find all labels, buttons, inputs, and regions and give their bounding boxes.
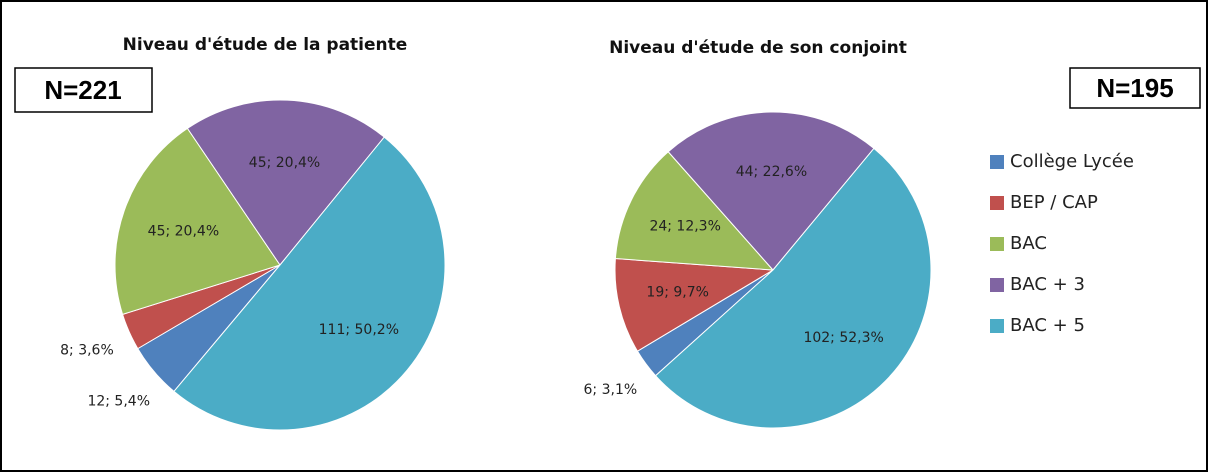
annotation: N=221 [44, 75, 121, 105]
data-label: 24; 12,3% [649, 219, 720, 235]
data-label: 12; 5,4% [87, 393, 150, 409]
data-label: 44; 22,6% [736, 164, 807, 180]
n-box [1069, 67, 1201, 109]
pie-slice [173, 136, 446, 431]
legend-swatch [990, 237, 1004, 251]
pie-slice [614, 151, 775, 271]
data-label: 111; 50,2% [319, 322, 399, 338]
legend-swatch [990, 155, 1004, 169]
annotation: N=195 [1096, 73, 1173, 103]
pie-slice [667, 111, 875, 271]
data-label: 8; 3,6% [60, 343, 114, 359]
legend-label: BAC + 5 [1010, 315, 1085, 336]
legend-swatch [990, 278, 1004, 292]
data-label: 102; 52,3% [803, 330, 883, 346]
pie-slice [654, 147, 932, 429]
data-label: 45; 20,4% [249, 155, 320, 171]
data-label: 6; 3,1% [584, 382, 638, 398]
legend-label: BEP / CAP [1010, 192, 1098, 213]
legend-label: BAC + 3 [1010, 274, 1085, 295]
data-label: 45; 20,4% [148, 223, 219, 239]
pie-slice [114, 127, 281, 316]
legend-swatch [990, 319, 1004, 333]
chart-title: Niveau d'étude de son conjoint [609, 38, 907, 58]
n-box [14, 67, 153, 113]
legend-label: BAC [1010, 233, 1047, 254]
chart-title: Niveau d'étude de la patiente [123, 35, 408, 55]
data-label: 19; 9,7% [646, 285, 709, 301]
pie-slice [614, 258, 775, 352]
legend-label: Collège Lycée [1010, 151, 1134, 172]
legend-swatch [990, 196, 1004, 210]
pie-slice [186, 99, 385, 266]
